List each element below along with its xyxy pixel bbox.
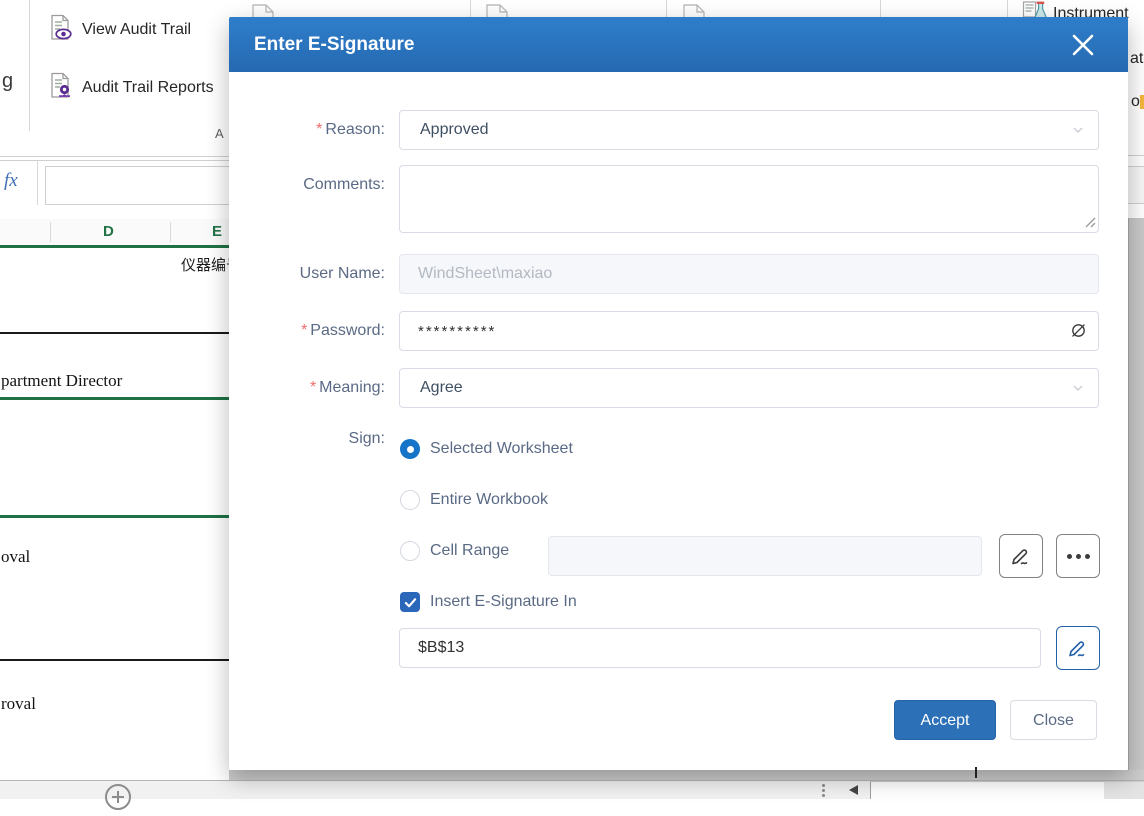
signature-cell-input[interactable]: [399, 628, 1041, 668]
formula-bar-bottom-border-right: [1128, 203, 1144, 204]
cell-border: [0, 332, 240, 334]
required-marker: *: [309, 379, 317, 396]
radio-entire-workbook[interactable]: [400, 490, 420, 510]
chevron-down-icon: [1070, 122, 1086, 143]
insert-esignature-label[interactable]: Insert E-Signature In: [430, 593, 577, 610]
column-divider: [50, 222, 51, 242]
vertical-scrollbar[interactable]: [1128, 218, 1144, 770]
audit-trail-eye-document-icon: [47, 14, 74, 46]
audit-trail-reports-button[interactable]: Audit Trail Reports: [47, 72, 214, 104]
sign-label: Sign:: [348, 430, 385, 447]
plus-circle-icon: [105, 784, 131, 810]
sheet-tab-area[interactable]: [870, 781, 1105, 799]
reason-select[interactable]: Approved: [399, 110, 1099, 150]
ellipsis-icon: [1066, 553, 1090, 559]
header-selection-border: [0, 245, 240, 248]
formula-bar-border-right: [1128, 166, 1144, 167]
radio-selected-worksheet-label[interactable]: Selected Worksheet: [430, 440, 573, 457]
dialog-title: Enter E-Signature: [254, 34, 415, 55]
view-audit-trail-button[interactable]: View Audit Trail: [47, 14, 191, 46]
comments-textarea[interactable]: [399, 165, 1099, 233]
close-button[interactable]: Close: [1010, 700, 1097, 740]
required-marker: *: [301, 322, 308, 339]
sheet-tab-bar: [0, 780, 1144, 799]
audit-trail-reports-label: Audit Trail Reports: [82, 79, 214, 96]
radio-selected-worksheet[interactable]: [400, 439, 420, 459]
sheet-nav-left-icon[interactable]: [849, 785, 858, 795]
formula-bar-top-border: [0, 160, 240, 161]
cell-instrument-number[interactable]: 仪器编号: [181, 257, 242, 274]
cell-range-input: [548, 536, 982, 576]
close-icon[interactable]: [1068, 30, 1098, 60]
audit-trail-report-pin-document-icon: [47, 72, 74, 104]
pick-cell-pen-button[interactable]: [1056, 626, 1100, 670]
clipped-ribbon-label-right: o: [1131, 93, 1140, 110]
insert-esignature-checkbox[interactable]: [400, 592, 420, 612]
signature-pen-icon: [1069, 641, 1085, 657]
dialog-body: *Reason: Approved Comments: User Name: *…: [229, 72, 1128, 770]
ribbon-bottom-border: [1128, 155, 1144, 156]
ribbon-group-label: A: [215, 126, 224, 141]
reason-label: * Reason:: [316, 121, 385, 138]
column-divider: [170, 222, 171, 242]
radio-cell-range-label[interactable]: Cell Range: [430, 542, 510, 559]
column-header-d[interactable]: D: [103, 223, 114, 240]
chevron-down-icon: [1070, 380, 1086, 401]
cell-border: [0, 659, 240, 661]
username-field: [399, 254, 1099, 294]
required-marker: *: [316, 121, 323, 138]
document-icon-fragment: [486, 4, 508, 22]
meaning-label: * Meaning:: [309, 379, 385, 396]
meaning-select[interactable]: Agree: [399, 368, 1099, 408]
column-header-e[interactable]: E: [212, 223, 223, 240]
pick-range-pen-button[interactable]: [999, 534, 1043, 578]
clipped-icon-fragment: [1140, 95, 1144, 109]
ribbon-separator: [1007, 0, 1008, 17]
cell-border-green: [0, 397, 240, 400]
scrollbar-corner: [1104, 781, 1144, 799]
eye-off-icon[interactable]: [1069, 321, 1114, 345]
password-field[interactable]: [399, 311, 1099, 351]
accept-button[interactable]: Accept: [894, 700, 996, 740]
check-icon: [404, 597, 416, 607]
password-label: * Password:: [301, 322, 385, 339]
formula-input[interactable]: [45, 166, 242, 205]
username-label: User Name:: [299, 265, 385, 282]
text-cursor: [975, 767, 977, 778]
more-options-button[interactable]: [1056, 534, 1100, 578]
reason-value: Approved: [420, 121, 489, 138]
formula-bar-right-band: [1128, 167, 1144, 203]
clipped-ribbon-label-right: at: [1130, 50, 1144, 67]
new-sheet-button[interactable]: [104, 783, 132, 816]
esignature-dialog: Enter E-Signature * Reason: Approved Comm…: [229, 17, 1128, 770]
ribbon-separator: [470, 0, 471, 17]
fx-icon[interactable]: fx: [4, 170, 18, 191]
namebox-divider: [37, 161, 38, 205]
meaning-value: Agree: [420, 379, 463, 396]
cell-oval[interactable]: oval: [1, 547, 31, 566]
ribbon-bottom-border: [0, 156, 240, 157]
horizontal-scrollbar[interactable]: [229, 770, 1144, 780]
radio-cell-range[interactable]: [400, 541, 420, 561]
ribbon-separator: [29, 0, 30, 131]
cell-border-green: [0, 515, 240, 518]
dialog-header: Enter E-Signature: [229, 17, 1128, 72]
radio-entire-workbook-label[interactable]: Entire Workbook: [430, 491, 548, 508]
view-audit-trail-label: View Audit Trail: [82, 21, 192, 38]
tab-bar-drag-dots-icon[interactable]: [822, 784, 825, 797]
document-icon-fragment: [683, 4, 705, 22]
ribbon-separator: [666, 0, 667, 17]
clipped-ribbon-label: g: [2, 70, 14, 92]
signature-pen-icon: [1012, 549, 1028, 565]
cell-department-director[interactable]: partment Director: [1, 371, 123, 390]
document-icon-fragment: [252, 4, 274, 22]
comments-label: Comments:: [303, 176, 385, 193]
cell-roval[interactable]: roval: [1, 694, 36, 713]
column-header-row[interactable]: D E: [0, 219, 240, 245]
resize-handle-icon[interactable]: [1085, 215, 1124, 766]
ribbon-separator: [880, 0, 881, 17]
